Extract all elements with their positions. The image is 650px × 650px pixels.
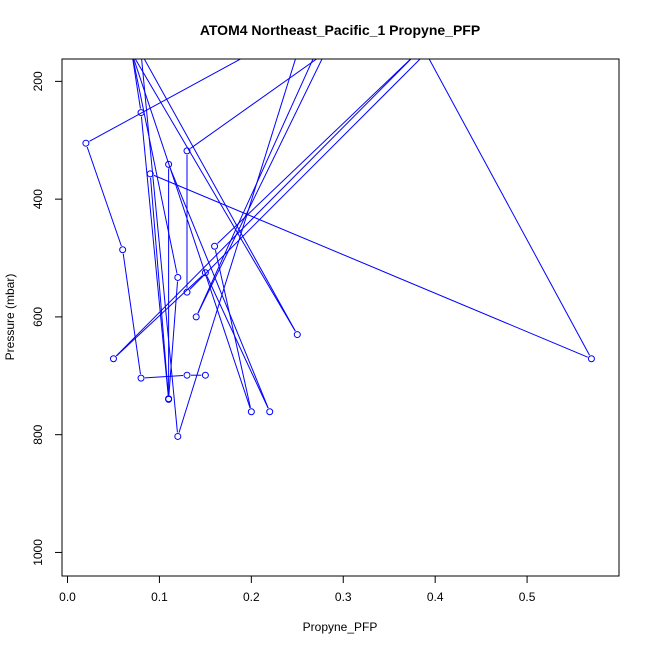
series-segment	[178, 59, 296, 433]
series-segment	[150, 177, 169, 395]
y-tick-label: 1000	[31, 539, 45, 566]
data-point	[414, 50, 420, 56]
data-point	[174, 273, 182, 281]
series-segment	[132, 59, 178, 274]
series-segment	[141, 59, 178, 433]
data-point	[174, 432, 182, 440]
data-point	[313, 50, 319, 56]
x-tick-label: 0.2	[243, 590, 260, 604]
series-segment	[428, 59, 590, 356]
series-segment	[140, 116, 169, 396]
data-layer	[82, 50, 595, 440]
data-point	[146, 170, 154, 178]
chart-title: ATOM4 Northeast_Pacific_1 Propyne_PFP	[200, 22, 480, 38]
data-point	[192, 313, 200, 321]
series-segment	[145, 374, 184, 379]
series-segment	[133, 59, 251, 409]
x-tick-label: 0.0	[59, 590, 76, 604]
series-segment	[86, 146, 122, 247]
data-point	[266, 408, 274, 416]
y-tick-label: 200	[31, 71, 45, 91]
y-axis: 200 400 600 800 1000	[31, 71, 62, 566]
series-segment	[89, 59, 242, 142]
data-point	[247, 408, 255, 416]
data-point	[137, 374, 145, 382]
series-segment	[122, 253, 141, 375]
data-point	[82, 139, 90, 147]
series-segment	[189, 59, 318, 149]
data-point	[587, 355, 595, 363]
data-point	[165, 395, 173, 403]
data-point	[201, 371, 209, 379]
data-point	[294, 50, 300, 56]
series-segment	[134, 59, 296, 332]
data-point	[183, 371, 191, 379]
data-point	[129, 50, 135, 56]
plot-frame	[61, 58, 620, 577]
x-tick-label: 0.5	[519, 590, 536, 604]
data-point	[293, 331, 301, 339]
y-tick-label: 800	[31, 424, 45, 444]
y-tick-label: 600	[31, 307, 45, 327]
data-point	[119, 246, 127, 254]
x-tick-label: 0.3	[335, 590, 352, 604]
data-point	[183, 147, 191, 155]
data-point	[129, 50, 135, 56]
data-point	[109, 355, 117, 363]
x-tick-label: 0.4	[427, 590, 444, 604]
series-segment	[206, 276, 269, 409]
x-axis-label: Propyne_PFP	[303, 620, 378, 634]
y-tick-label: 400	[31, 189, 45, 209]
data-point	[138, 50, 144, 56]
series-segment	[132, 59, 141, 109]
x-tick-label: 0.1	[151, 590, 168, 604]
data-point	[423, 50, 429, 56]
data-point	[201, 269, 209, 277]
data-point	[322, 50, 328, 56]
data-point	[183, 288, 191, 296]
series-segment	[214, 250, 251, 408]
series-segment	[143, 59, 296, 332]
data-point	[165, 160, 173, 168]
data-point	[129, 50, 135, 56]
data-point	[211, 242, 219, 250]
series-segment	[169, 167, 269, 409]
series-segment	[197, 59, 323, 314]
series-segment	[217, 59, 412, 244]
data-point	[137, 109, 145, 117]
x-axis: 0.0 0.1 0.2 0.3 0.4 0.5	[59, 575, 536, 604]
y-axis-label: Pressure (mbar)	[3, 274, 17, 361]
data-point	[248, 50, 254, 56]
series-segment	[115, 59, 412, 357]
